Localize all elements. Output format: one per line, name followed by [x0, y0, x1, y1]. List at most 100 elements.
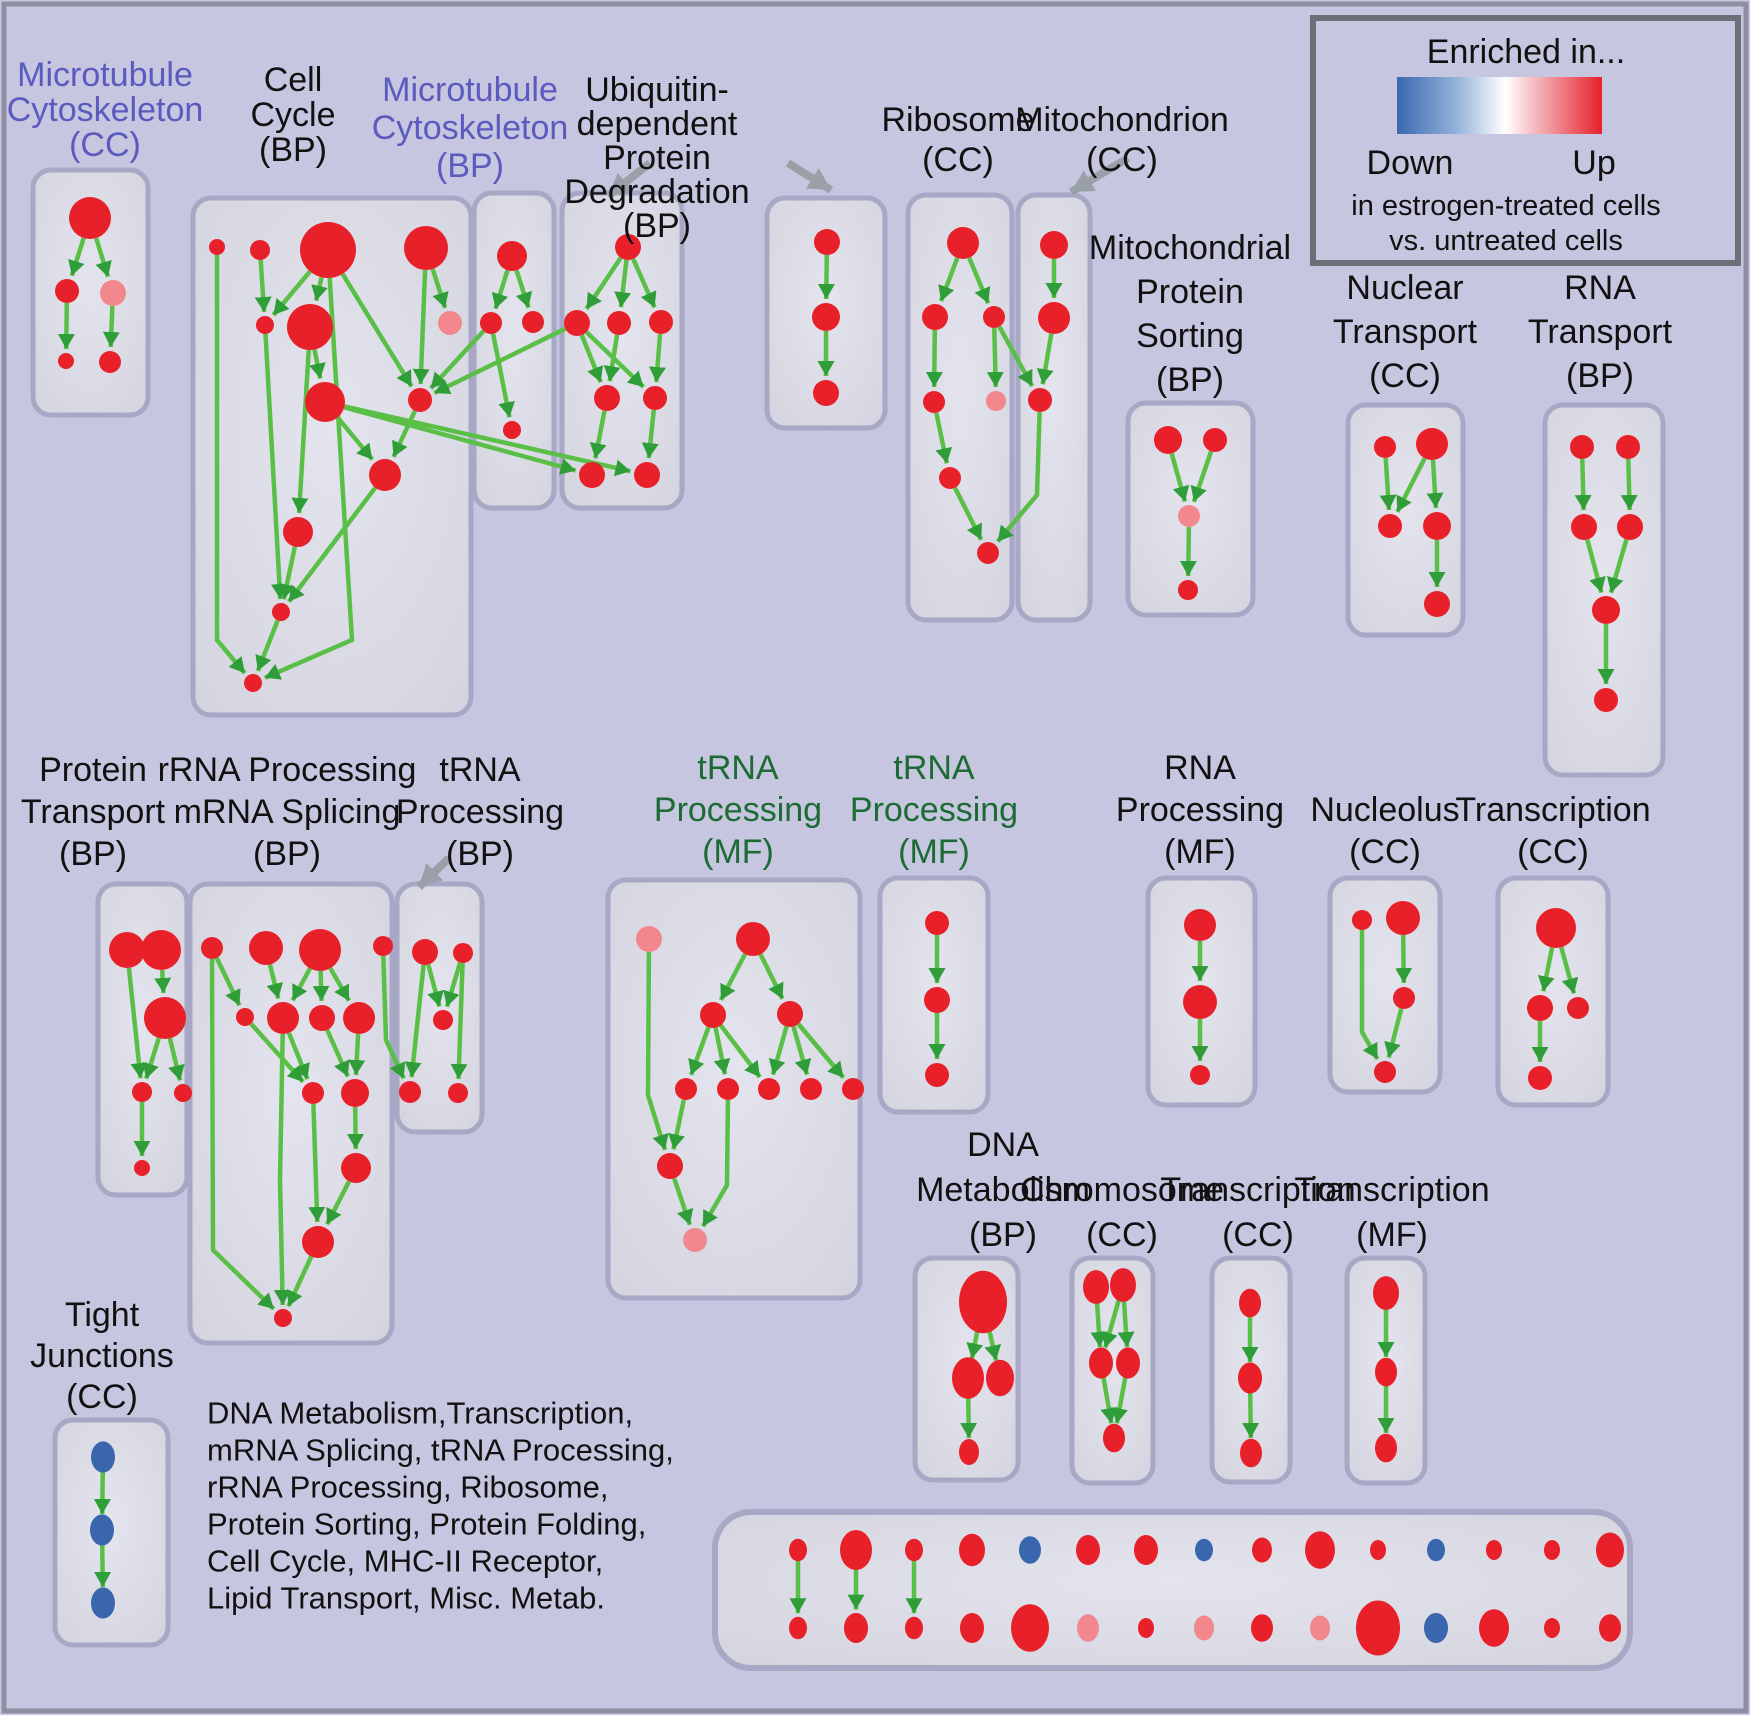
go-term-node-cell_cycle-n1 — [209, 239, 225, 255]
go-term-node-ribosome-R5 — [986, 391, 1006, 411]
hierarchy-arrow — [325, 1028, 350, 1078]
go-term-node-rnat-T3 — [1571, 514, 1597, 540]
go-term-node-misc-bottom-7 — [1194, 1615, 1214, 1641]
go-term-node-misc-top-13 — [1544, 1540, 1560, 1560]
cluster-tmf-label-line: Transcription — [1294, 1171, 1489, 1209]
go-term-node-tmf-f3 — [1375, 1433, 1397, 1463]
go-term-node-rrna-r7 — [309, 1005, 335, 1031]
go-term-node-misc-bottom-11 — [1424, 1613, 1448, 1643]
hierarchy-arrow — [645, 951, 669, 1151]
go-term-node-misc-top-8 — [1252, 1537, 1272, 1563]
cluster-mps-label-line: (BP) — [1156, 361, 1224, 399]
cluster-box-misc — [712, 1509, 1633, 1671]
hierarchy-arrow — [1537, 947, 1555, 992]
go-term-node-cell_cycle-n2 — [250, 240, 270, 260]
go-term-node-misc-bottom-12 — [1479, 1609, 1509, 1647]
pointer-ubiquitin-right-icon — [785, 159, 834, 194]
hierarchy-arrow — [309, 349, 326, 379]
go-term-node-tmf1-b4 — [800, 1078, 822, 1100]
cluster-chrom-label-line: (CC) — [1086, 1216, 1158, 1254]
hierarchy-arrow — [1100, 1374, 1118, 1424]
hierarchy-arrow — [278, 546, 298, 600]
hierarchy-arrow — [126, 967, 148, 1079]
go-term-node-mito-M3 — [1028, 388, 1052, 412]
go-term-node-chrom-c4 — [1116, 1347, 1140, 1379]
cluster-pt-label-line: Transport — [21, 793, 166, 831]
hierarchy-arrow — [412, 269, 430, 385]
hierarchy-arrow — [1384, 1008, 1404, 1059]
go-term-node-misc-bottom-6 — [1138, 1618, 1154, 1638]
hierarchy-arrow — [1620, 458, 1638, 511]
go-term-node-ribosome-R7 — [977, 542, 999, 564]
go-term-node-rnat-T4 — [1617, 514, 1643, 540]
cluster-pt-label-line: Protein — [39, 751, 147, 789]
hierarchy-arrow — [154, 969, 172, 994]
legend-down-label: Down — [1367, 144, 1454, 182]
go-term-node-rnamf-w2 — [1183, 985, 1217, 1019]
hierarchy-arrow — [57, 302, 75, 350]
cluster-ubiq1-label-line: Degradation — [564, 173, 749, 211]
cluster-rnat-label-line: (BP) — [1566, 357, 1634, 395]
go-term-node-misc-bottom-8 — [1251, 1614, 1273, 1642]
go-term-node-tcc2-e1 — [1239, 1288, 1261, 1318]
legend-box — [1310, 15, 1741, 266]
hierarchy-arrow — [209, 958, 276, 1311]
hierarchy-arrow — [589, 410, 607, 459]
go-term-node-cell_cycle-n3 — [300, 222, 356, 278]
go-term-node-ubiq1-u7 — [579, 462, 605, 488]
cluster-rnat-label-line: RNA — [1564, 269, 1636, 307]
go-term-node-nucleolus-x3 — [1393, 987, 1415, 1009]
go-term-node-tj-g1 — [91, 1441, 115, 1473]
cluster-tj-label-line: Tight — [65, 1296, 140, 1334]
go-term-node-pt-P3 — [144, 997, 186, 1039]
cluster-mt_cc-label-line: (CC) — [69, 126, 141, 164]
cluster-tmf1-label-line: Processing — [654, 791, 822, 829]
cluster-dnam-label-line: Metabolism — [916, 1171, 1090, 1209]
cluster-ribosome-label-line: Ribosome — [881, 101, 1034, 139]
go-term-node-rrna-r6 — [267, 1002, 299, 1034]
go-term-node-mito-M1 — [1040, 231, 1068, 259]
hierarchy-arrow — [1379, 457, 1397, 511]
go-term-node-mt_cc-b — [55, 279, 79, 303]
misc-collapsed-terms-line: Lipid Transport, Misc. Metab. — [207, 1581, 605, 1616]
misc-collapsed-terms-line: Protein Sorting, Protein Folding, — [207, 1507, 646, 1542]
go-term-node-dnam-d1 — [959, 1270, 1007, 1334]
hierarchy-arrow — [490, 333, 515, 418]
cluster-rrna-label-line: rRNA Processing — [158, 751, 417, 789]
hierarchy-arrow — [426, 964, 444, 1008]
hierarchy-arrow — [1426, 459, 1444, 509]
hierarchy-arrow — [668, 1099, 687, 1150]
go-term-node-cell_cycle-n13 — [244, 674, 262, 692]
go-term-node-rrna-r11 — [341, 1153, 371, 1183]
hierarchy-arrow — [1585, 539, 1606, 594]
cluster-box-mt_cc — [30, 167, 151, 418]
hierarchy-arrow — [796, 1022, 846, 1079]
go-term-node-rrna-r8 — [343, 1002, 375, 1034]
hierarchy-arrow — [641, 409, 659, 459]
go-term-node-ubiq1-u1 — [615, 234, 641, 260]
go-term-node-misc-top-7 — [1195, 1538, 1213, 1562]
go-term-node-rrna-r3 — [299, 929, 341, 971]
go-term-node-trna_bp-tm — [433, 1010, 453, 1030]
hierarchy-arrow — [266, 963, 284, 1000]
go-term-node-pt-P5 — [174, 1084, 192, 1102]
go-term-node-tmf1-b5 — [842, 1078, 864, 1100]
go-term-node-misc-bottom-3 — [960, 1613, 984, 1643]
hierarchy-arrow — [343, 405, 577, 475]
hierarchy-arrow — [311, 276, 328, 302]
go-term-node-tmf1-b3 — [758, 1078, 780, 1100]
hierarchy-arrow — [614, 259, 632, 308]
go-term-node-ubiq1-u3 — [607, 311, 631, 335]
go-term-node-misc-bottom-5 — [1077, 1614, 1099, 1642]
hierarchy-arrow — [271, 269, 312, 317]
cluster-box-chrom — [1069, 1255, 1156, 1486]
hierarchy-arrow — [817, 254, 835, 300]
go-term-node-rrna-r13 — [274, 1309, 292, 1327]
go-term-node-tcc1-y3 — [1567, 997, 1589, 1019]
cluster-tmf1-label-line: (MF) — [702, 833, 774, 871]
hierarchy-arrow — [1607, 538, 1629, 594]
go-term-node-misc-bottom-13 — [1544, 1618, 1560, 1638]
go-term-node-misc-top-6 — [1134, 1535, 1158, 1565]
